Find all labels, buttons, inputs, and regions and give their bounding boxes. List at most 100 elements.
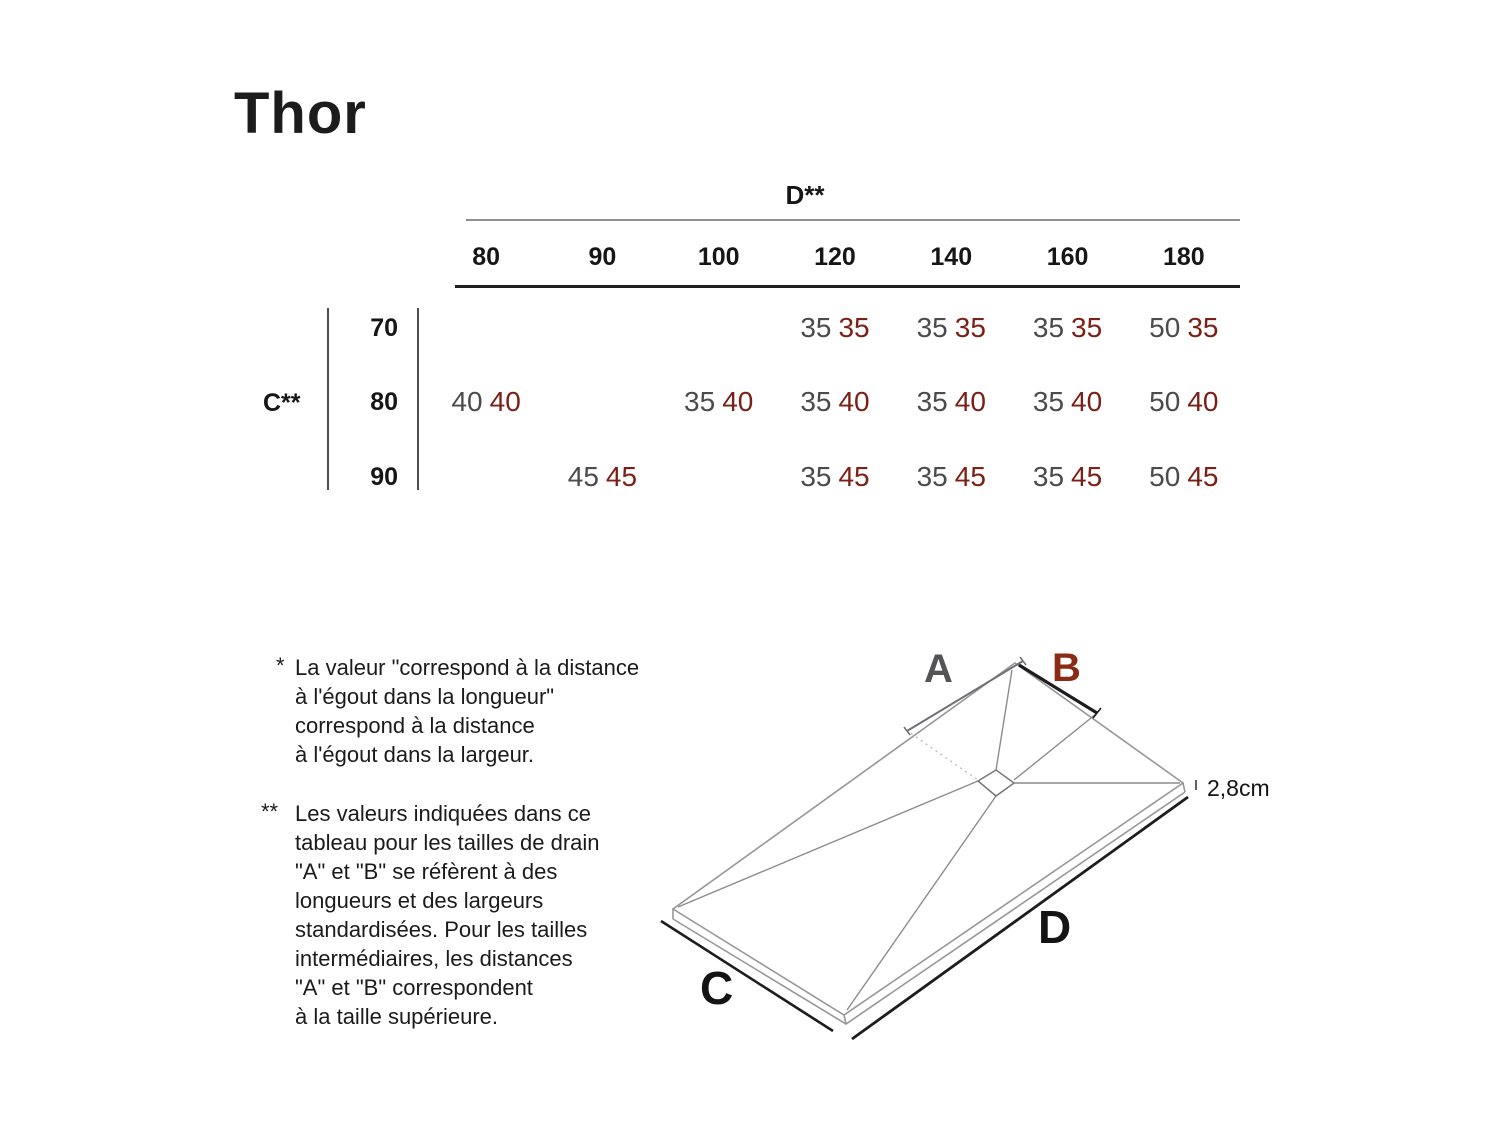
dimension-tick-a-end: [1019, 656, 1027, 666]
footnote-line: à la taille supérieure.: [295, 1004, 499, 1029]
row-group-label: C**: [263, 389, 301, 417]
cell-value-secondary: 45: [954, 461, 986, 492]
column-header: 180: [1162, 243, 1205, 271]
crease-to-north-corner: [995, 669, 1013, 771]
cell-value-primary: 35: [800, 386, 832, 417]
table-cell: 35 35: [1009, 311, 1125, 345]
column-header: 100: [697, 243, 740, 271]
table-cell: 35 35: [893, 311, 1009, 345]
cell-value-secondary: 40: [489, 386, 521, 417]
footnote-line: standardisées. Pour les tailles: [295, 917, 588, 942]
cell-value-primary: 45: [567, 461, 599, 492]
column-header: 90: [588, 243, 617, 271]
dimension-line-a: [906, 660, 1024, 732]
table-cell: 50 45: [1126, 460, 1242, 494]
dimension-tick-a-start: [903, 726, 911, 736]
thickness-label: 2,8cm: [1207, 775, 1270, 801]
footnote-line: correspond à la distance: [295, 713, 535, 738]
cell-value-secondary: 35: [954, 312, 986, 343]
table-cell: [544, 311, 660, 345]
column-header: 140: [930, 243, 973, 271]
footnote-2-marker: **: [261, 799, 279, 824]
footnote-line: à l'égout dans la largeur.: [295, 742, 535, 767]
column-header: 120: [814, 243, 856, 271]
table-cell: [428, 460, 544, 494]
table-cell: 40 40: [428, 385, 544, 419]
table-cell: [544, 385, 660, 419]
cell-value-secondary: 40: [838, 386, 870, 417]
drain-extension-line-b: [1013, 713, 1097, 781]
table-cell: 50 40: [1126, 385, 1242, 419]
row-header: 70: [370, 314, 398, 342]
table-cell: 35 45: [777, 460, 893, 494]
dimension-line-d: [851, 795, 1189, 1041]
cell-value-primary: 35: [1032, 461, 1065, 492]
cell-value-primary: 40: [451, 386, 483, 417]
footnote-1-marker: *: [276, 653, 285, 678]
cell-value-secondary: 45: [1187, 461, 1219, 492]
table-row: 35 35 35 35 35 35 50 35: [428, 311, 1242, 345]
table-vertical-rule-right: [417, 308, 419, 490]
footnote-1: La valeur "correspond à la distance à l'…: [295, 653, 639, 769]
row-header: 90: [370, 463, 398, 491]
cell-value-primary: 35: [916, 386, 948, 417]
dimension-label-b: B: [1052, 646, 1081, 690]
cell-value-primary: 35: [684, 386, 716, 417]
cell-value-primary: 35: [1032, 312, 1065, 343]
table-cell: 35 40: [1009, 385, 1125, 419]
dimension-label-d: D: [1038, 901, 1071, 953]
column-group-label: D**: [785, 180, 825, 210]
table-cell: [428, 311, 544, 345]
footnote-line: intermédiaires, les distances: [295, 946, 573, 971]
cell-value-primary: 35: [916, 461, 948, 492]
cell-value-secondary: 35: [838, 312, 870, 343]
cell-value-primary: 35: [1032, 386, 1065, 417]
footnote-line: tableau pour les tailles de drain: [295, 830, 600, 855]
table-cell: 50 35: [1126, 311, 1242, 345]
cell-value-secondary: 45: [605, 461, 638, 492]
cell-value-secondary: 40: [1071, 386, 1103, 417]
cell-value-secondary: 40: [722, 386, 754, 417]
table-row: 45 45 35 45 35 45 35 45 50 45: [428, 460, 1242, 494]
row-header: 80: [370, 388, 398, 416]
column-header: 160: [1046, 243, 1089, 271]
tray-corner-edge-south: [843, 1014, 847, 1025]
cell-value-primary: 50: [1149, 312, 1181, 343]
cell-value-secondary: 35: [1071, 312, 1103, 343]
tray-top-surface: [671, 662, 1185, 1016]
dimension-label-a: A: [924, 647, 953, 691]
table-vertical-rule-left: [327, 308, 329, 490]
table-cell: 35 40: [893, 385, 1009, 419]
table-cell: 35 45: [1009, 460, 1125, 494]
dimension-tick-b-end: [1092, 707, 1102, 719]
table-row: 40 40 35 40 35 40 35 40 35 40 50 40: [428, 385, 1242, 419]
cell-value-primary: 35: [916, 312, 948, 343]
dimension-label-c: C: [700, 962, 733, 1014]
cell-value-primary: 35: [800, 312, 832, 343]
dimension-line-c: [660, 919, 834, 1033]
crease-to-west-corner: [677, 780, 979, 908]
table-cell: 45 45: [544, 460, 660, 494]
drain-extension-line-a-dashed: [905, 729, 979, 781]
table-cell: 35 40: [661, 385, 777, 419]
footnote-line: "A" et "B" correspondent: [295, 975, 533, 1000]
table-cell: 35 40: [777, 385, 893, 419]
page-title: Thor: [234, 81, 367, 146]
cell-value-primary: 35: [800, 461, 832, 492]
cell-value-secondary: 35: [1187, 312, 1219, 343]
cell-value-primary: 50: [1149, 461, 1181, 492]
footnote-line: Les valeurs indiquées dans ce: [295, 801, 591, 826]
crease-to-south-corner: [846, 795, 997, 1011]
table-header-rule: [455, 285, 1240, 288]
cell-value-secondary: 45: [1071, 461, 1103, 492]
footnote-2: Les valeurs indiquées dans ce tableau po…: [295, 799, 600, 1031]
shower-tray-diagram: A B C D 2,8cm: [660, 646, 1270, 1041]
table-top-rule: [466, 219, 1240, 221]
footnote-line: longueurs et des largeurs: [295, 888, 544, 913]
table-cell: 35 35: [777, 311, 893, 345]
footnote-line: "A" et "B" se réfèrent à des: [295, 859, 558, 884]
tray-corner-edge-east: [1182, 782, 1186, 793]
drain-square: [976, 769, 1016, 797]
table-cell: [661, 311, 777, 345]
